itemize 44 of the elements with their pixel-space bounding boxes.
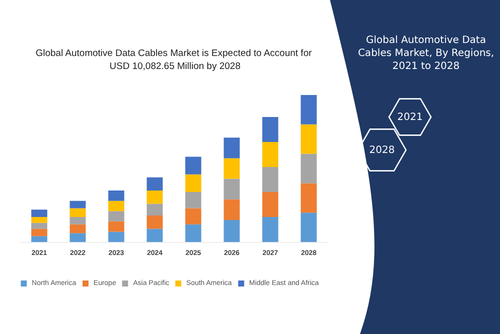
bar <box>224 178 240 200</box>
bar <box>146 216 163 229</box>
bar <box>108 221 124 232</box>
bar <box>31 228 48 236</box>
bar <box>185 192 202 208</box>
chart-title: Global Automotive Data Cables Market is Expected to Account for USD 10,082.65 Million by 2028 <box>36 48 314 72</box>
bar <box>185 208 202 224</box>
bar <box>146 177 163 191</box>
bar <box>262 167 278 192</box>
bar <box>108 232 124 242</box>
bar <box>31 210 48 218</box>
bar <box>185 156 202 174</box>
bar <box>70 224 86 234</box>
bar <box>262 192 278 218</box>
bar <box>31 217 48 223</box>
bar <box>300 124 317 154</box>
bar <box>262 217 278 242</box>
bar <box>185 174 202 192</box>
bar <box>70 233 86 242</box>
bar <box>300 212 317 242</box>
text: 2021 <box>396 111 424 124</box>
bar <box>224 138 240 158</box>
bar <box>300 183 317 213</box>
bar <box>185 224 202 242</box>
bar <box>108 190 124 201</box>
bar <box>108 200 124 212</box>
bar <box>146 228 163 242</box>
bar <box>108 211 124 222</box>
bar <box>70 200 86 208</box>
bar <box>70 208 86 218</box>
bar <box>224 158 240 179</box>
bar <box>31 222 48 229</box>
bar <box>146 190 163 204</box>
bar <box>262 117 278 142</box>
bar <box>70 217 86 224</box>
text: Global Automotive Data Cables Market, By Regions, 2021 to 2028 <box>356 34 496 73</box>
bar <box>300 95 317 124</box>
bar <box>300 154 317 184</box>
bar <box>262 142 278 168</box>
text: 2028 <box>368 144 396 157</box>
bar <box>224 199 240 220</box>
bar <box>224 220 240 242</box>
bar <box>31 236 48 242</box>
bar <box>146 204 163 216</box>
